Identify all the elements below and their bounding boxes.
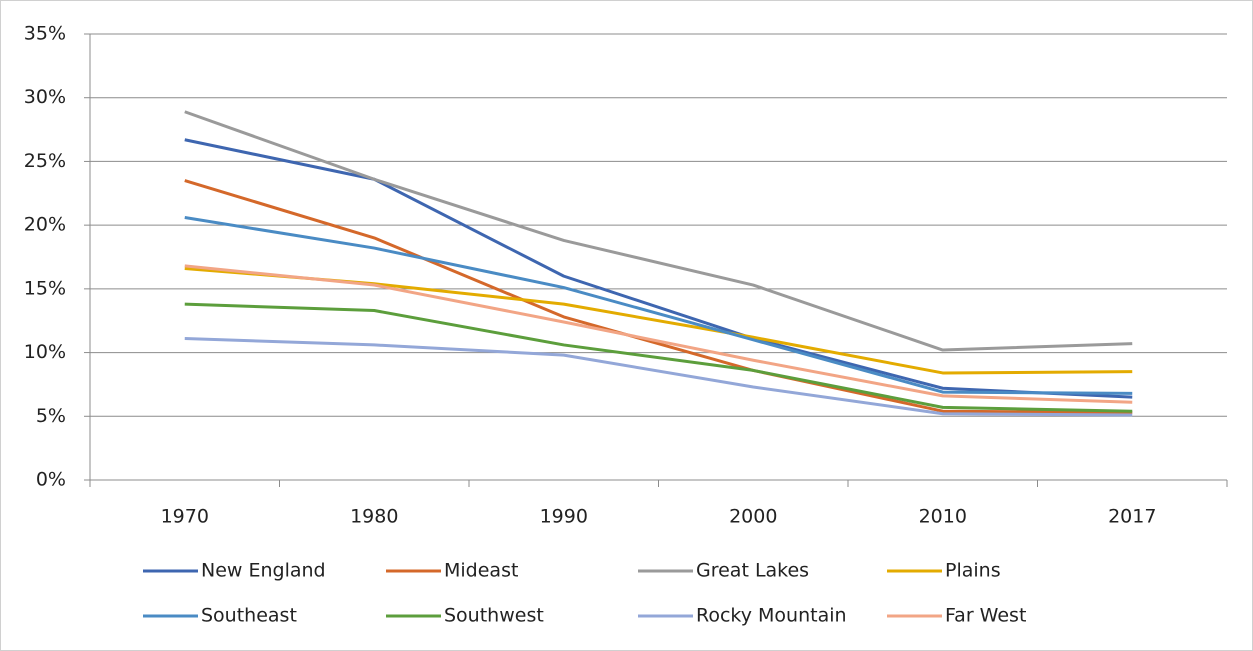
y-tick-label: 20% xyxy=(24,214,66,236)
legend-label: Far West xyxy=(945,605,1026,627)
series-line xyxy=(184,138,1133,399)
legend-label: New England xyxy=(201,560,326,582)
x-tick-label: 2010 xyxy=(919,506,967,528)
y-tick-label: 10% xyxy=(24,341,66,363)
series-line xyxy=(184,337,1133,417)
legend-label: Plains xyxy=(945,560,1001,582)
series-line xyxy=(184,302,1133,413)
series-line xyxy=(184,110,1133,352)
series-line xyxy=(184,216,1133,395)
legend-label: Rocky Mountain xyxy=(696,605,847,627)
y-tick-label: 30% xyxy=(24,86,66,108)
x-tick-label: 1970 xyxy=(161,506,209,528)
y-tick-label: 25% xyxy=(24,150,66,172)
legend-label: Southeast xyxy=(201,605,297,627)
y-tick-label: 5% xyxy=(36,405,66,427)
x-tick-label: 2017 xyxy=(1108,506,1156,528)
legend-label: Southwest xyxy=(444,605,544,627)
legend-label: Mideast xyxy=(444,560,518,582)
x-tick-label: 1990 xyxy=(540,506,588,528)
x-tick-label: 2000 xyxy=(729,506,777,528)
y-tick-label: 15% xyxy=(24,277,66,299)
series-line xyxy=(184,179,1133,414)
legend-label: Great Lakes xyxy=(696,560,809,582)
x-tick-label: 1980 xyxy=(350,506,398,528)
y-tick-label: 35% xyxy=(24,23,66,45)
y-tick-label: 0% xyxy=(36,469,66,491)
series-line xyxy=(184,264,1133,404)
